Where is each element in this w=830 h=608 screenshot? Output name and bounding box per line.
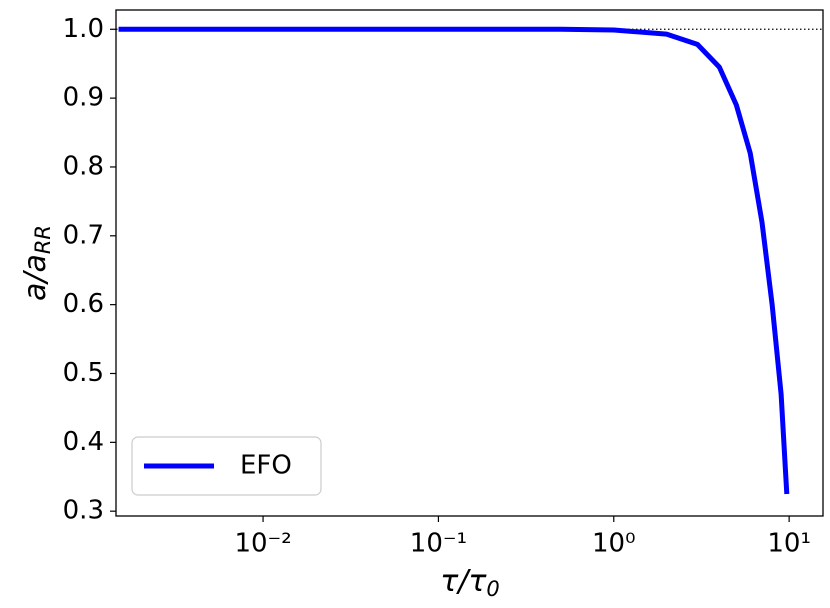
legend: EFO — [131, 436, 322, 496]
x-axis-label: τ/τ0 — [440, 564, 500, 602]
y-tick-label: 0.4 — [63, 427, 104, 457]
legend-box — [131, 436, 322, 496]
x-tick-label: 10⁰ — [592, 529, 636, 559]
y-tick-label: 1.0 — [63, 14, 104, 44]
y-tick-label: 0.6 — [63, 289, 104, 319]
x-tick-label: 10⁻¹ — [410, 529, 467, 559]
data-line — [118, 26, 790, 495]
x-tick-label: 10⁻² — [234, 529, 291, 559]
y-tick-label: 0.5 — [63, 358, 104, 388]
y-tick-label: 0.8 — [63, 151, 104, 181]
y-tick-label: 0.9 — [63, 83, 104, 113]
y-axis-label: a/aRR — [18, 225, 56, 301]
legend-label: EFO — [240, 451, 292, 481]
y-tick-label: 0.7 — [63, 220, 104, 250]
x-tick-label: 10¹ — [767, 529, 811, 559]
y-tick-label: 0.3 — [63, 496, 104, 526]
plot-frame — [115, 9, 824, 517]
